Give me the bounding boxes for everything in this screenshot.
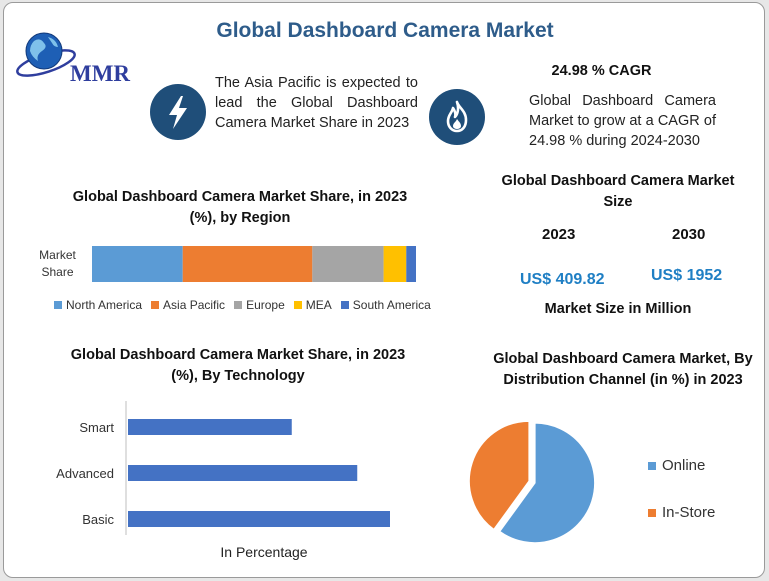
legend-item-online: Online [648, 457, 715, 474]
legend-item-asia-pacific: Asia Pacific [151, 298, 225, 312]
technology-tick-label-basic: Basic [82, 512, 114, 527]
region-bar-segment-asia-pacific [182, 246, 313, 282]
legend-item-mea: MEA [293, 298, 332, 312]
logo-text: MMR [70, 61, 131, 86]
logo [14, 25, 139, 89]
technology-tick-label-advanced: Advanced [56, 466, 114, 481]
region-stacked-bar-chart [92, 246, 416, 282]
region-bar-segment-south-america [406, 246, 416, 282]
legend-swatch [340, 301, 349, 309]
technology-bar-advanced [128, 465, 358, 481]
infographic-frame: Global Dashboard Camera Market MMR The A… [3, 2, 765, 578]
flame-icon [429, 89, 485, 145]
region-chart-title: Global Dashboard Camera Market Share, in… [72, 189, 408, 226]
region-bar-segment-europe [312, 246, 384, 282]
legend-swatch [54, 301, 62, 309]
technology-bar-smart [128, 419, 292, 435]
legend-item-south-america: South America [340, 298, 431, 312]
legend-label: In-Store [662, 504, 716, 521]
market-size-title: Global Dashboard Camera Market Size [501, 173, 735, 210]
legend-label: Europe [246, 298, 285, 312]
legend-label: South America [352, 298, 431, 312]
market-size-year-2030: 2030 [672, 226, 706, 243]
legend-item-in-store: In-Store [648, 504, 715, 521]
distribution-legend: Online In-Store [648, 457, 715, 551]
legend-swatch [293, 301, 302, 309]
cagr-text: Global Dashboard Camera Market to grow a… [529, 93, 716, 149]
legend-label: Asia Pacific [163, 298, 226, 312]
region-legend: North America Asia Pacific Europe MEA South … [54, 298, 454, 312]
technology-x-axis-label: In Percentage [220, 544, 308, 560]
region-bar-segment-north-america [92, 246, 183, 282]
page-title: Global Dashboard Camera Market [216, 19, 554, 42]
lightning-icon [150, 84, 206, 140]
region-category-label: Market Share [39, 248, 76, 279]
legend-swatch [648, 508, 656, 517]
pie-slice-online [498, 422, 596, 544]
distribution-chart-title: Global Dashboard Camera Market, By Distr… [493, 351, 753, 388]
technology-tick-label-smart: Smart [79, 420, 114, 435]
technology-chart-title: Global Dashboard Camera Market Share, in… [70, 347, 406, 384]
legend-swatch [648, 461, 656, 470]
technology-bar-chart: Smart Advanced Basic [56, 401, 390, 535]
cagr-title: 24.98 % CAGR [551, 63, 652, 79]
legend-item-north-america: North America [54, 298, 142, 312]
distribution-pie-chart [468, 420, 596, 544]
legend-swatch [234, 301, 243, 309]
region-highlight-text: The Asia Pacific is expected to lead the… [215, 75, 418, 131]
legend-item-europe: Europe [234, 298, 285, 312]
legend-label: North America [66, 298, 143, 312]
market-size-value-2030: US$ 1952 [651, 267, 723, 284]
market-size-year-2023: 2023 [542, 226, 576, 243]
legend-label: MEA [305, 298, 332, 312]
legend-swatch [151, 301, 160, 309]
market-size-value-2023: US$ 409.82 [520, 271, 605, 288]
market-size-footer: Market Size in Million [544, 301, 692, 317]
region-bar-segment-mea [383, 246, 407, 282]
globe-icon [16, 32, 76, 77]
legend-label: Online [662, 457, 706, 474]
technology-bar-basic [128, 511, 390, 527]
pie-slice-in-store [468, 420, 530, 531]
